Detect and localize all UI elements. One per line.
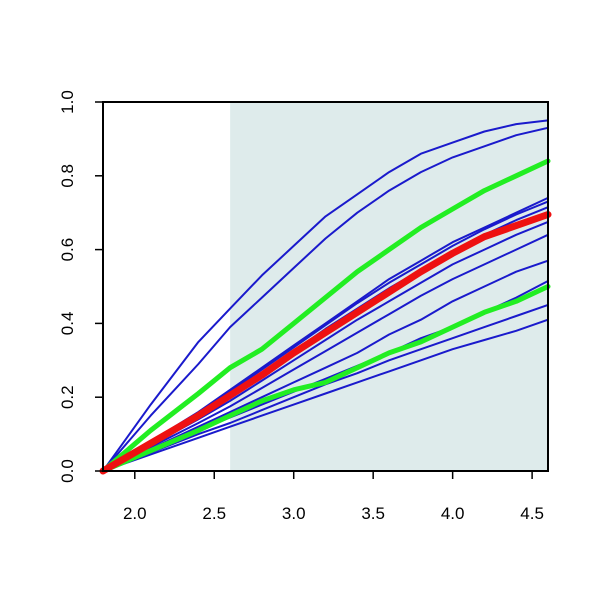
x-tick-label: 4.0 [441, 504, 465, 523]
series-line-blue-11 [102, 303, 549, 472]
x-tick-label: 3.0 [282, 504, 306, 523]
x-tick-label: 2.0 [123, 504, 147, 523]
plot-frame [102, 101, 549, 472]
series-line-green-3 [100, 158, 551, 474]
y-tick-label: 0.0 [58, 459, 77, 483]
axis-layer: 2.0 2.5 3.0 3.5 4.0 4.5 0.0 0.2 0.4 0.6 0.8 1.0 [58, 90, 544, 523]
shaded-region [230, 102, 548, 471]
series-line-blue-12 [102, 318, 549, 472]
x-tick-label: 2.5 [202, 504, 226, 523]
series-line-green-13 [100, 284, 551, 474]
series-line-blue-9 [102, 259, 549, 472]
series-line-red-14 [99, 211, 552, 475]
x-tick-label: 3.5 [361, 504, 385, 523]
series-line-blue-8 [102, 233, 549, 472]
y-tick-label: 0.2 [58, 385, 77, 409]
series-layer [99, 119, 552, 475]
series-line-blue-1 [102, 119, 549, 472]
y-tick-label: 0.6 [58, 238, 77, 262]
x-tick-label: 4.5 [520, 504, 544, 523]
y-tick-label: 0.4 [58, 312, 77, 336]
y-tick-label: 0.8 [58, 164, 77, 188]
y-tick-label: 1.0 [58, 90, 77, 114]
series-line-blue-2 [102, 126, 549, 472]
